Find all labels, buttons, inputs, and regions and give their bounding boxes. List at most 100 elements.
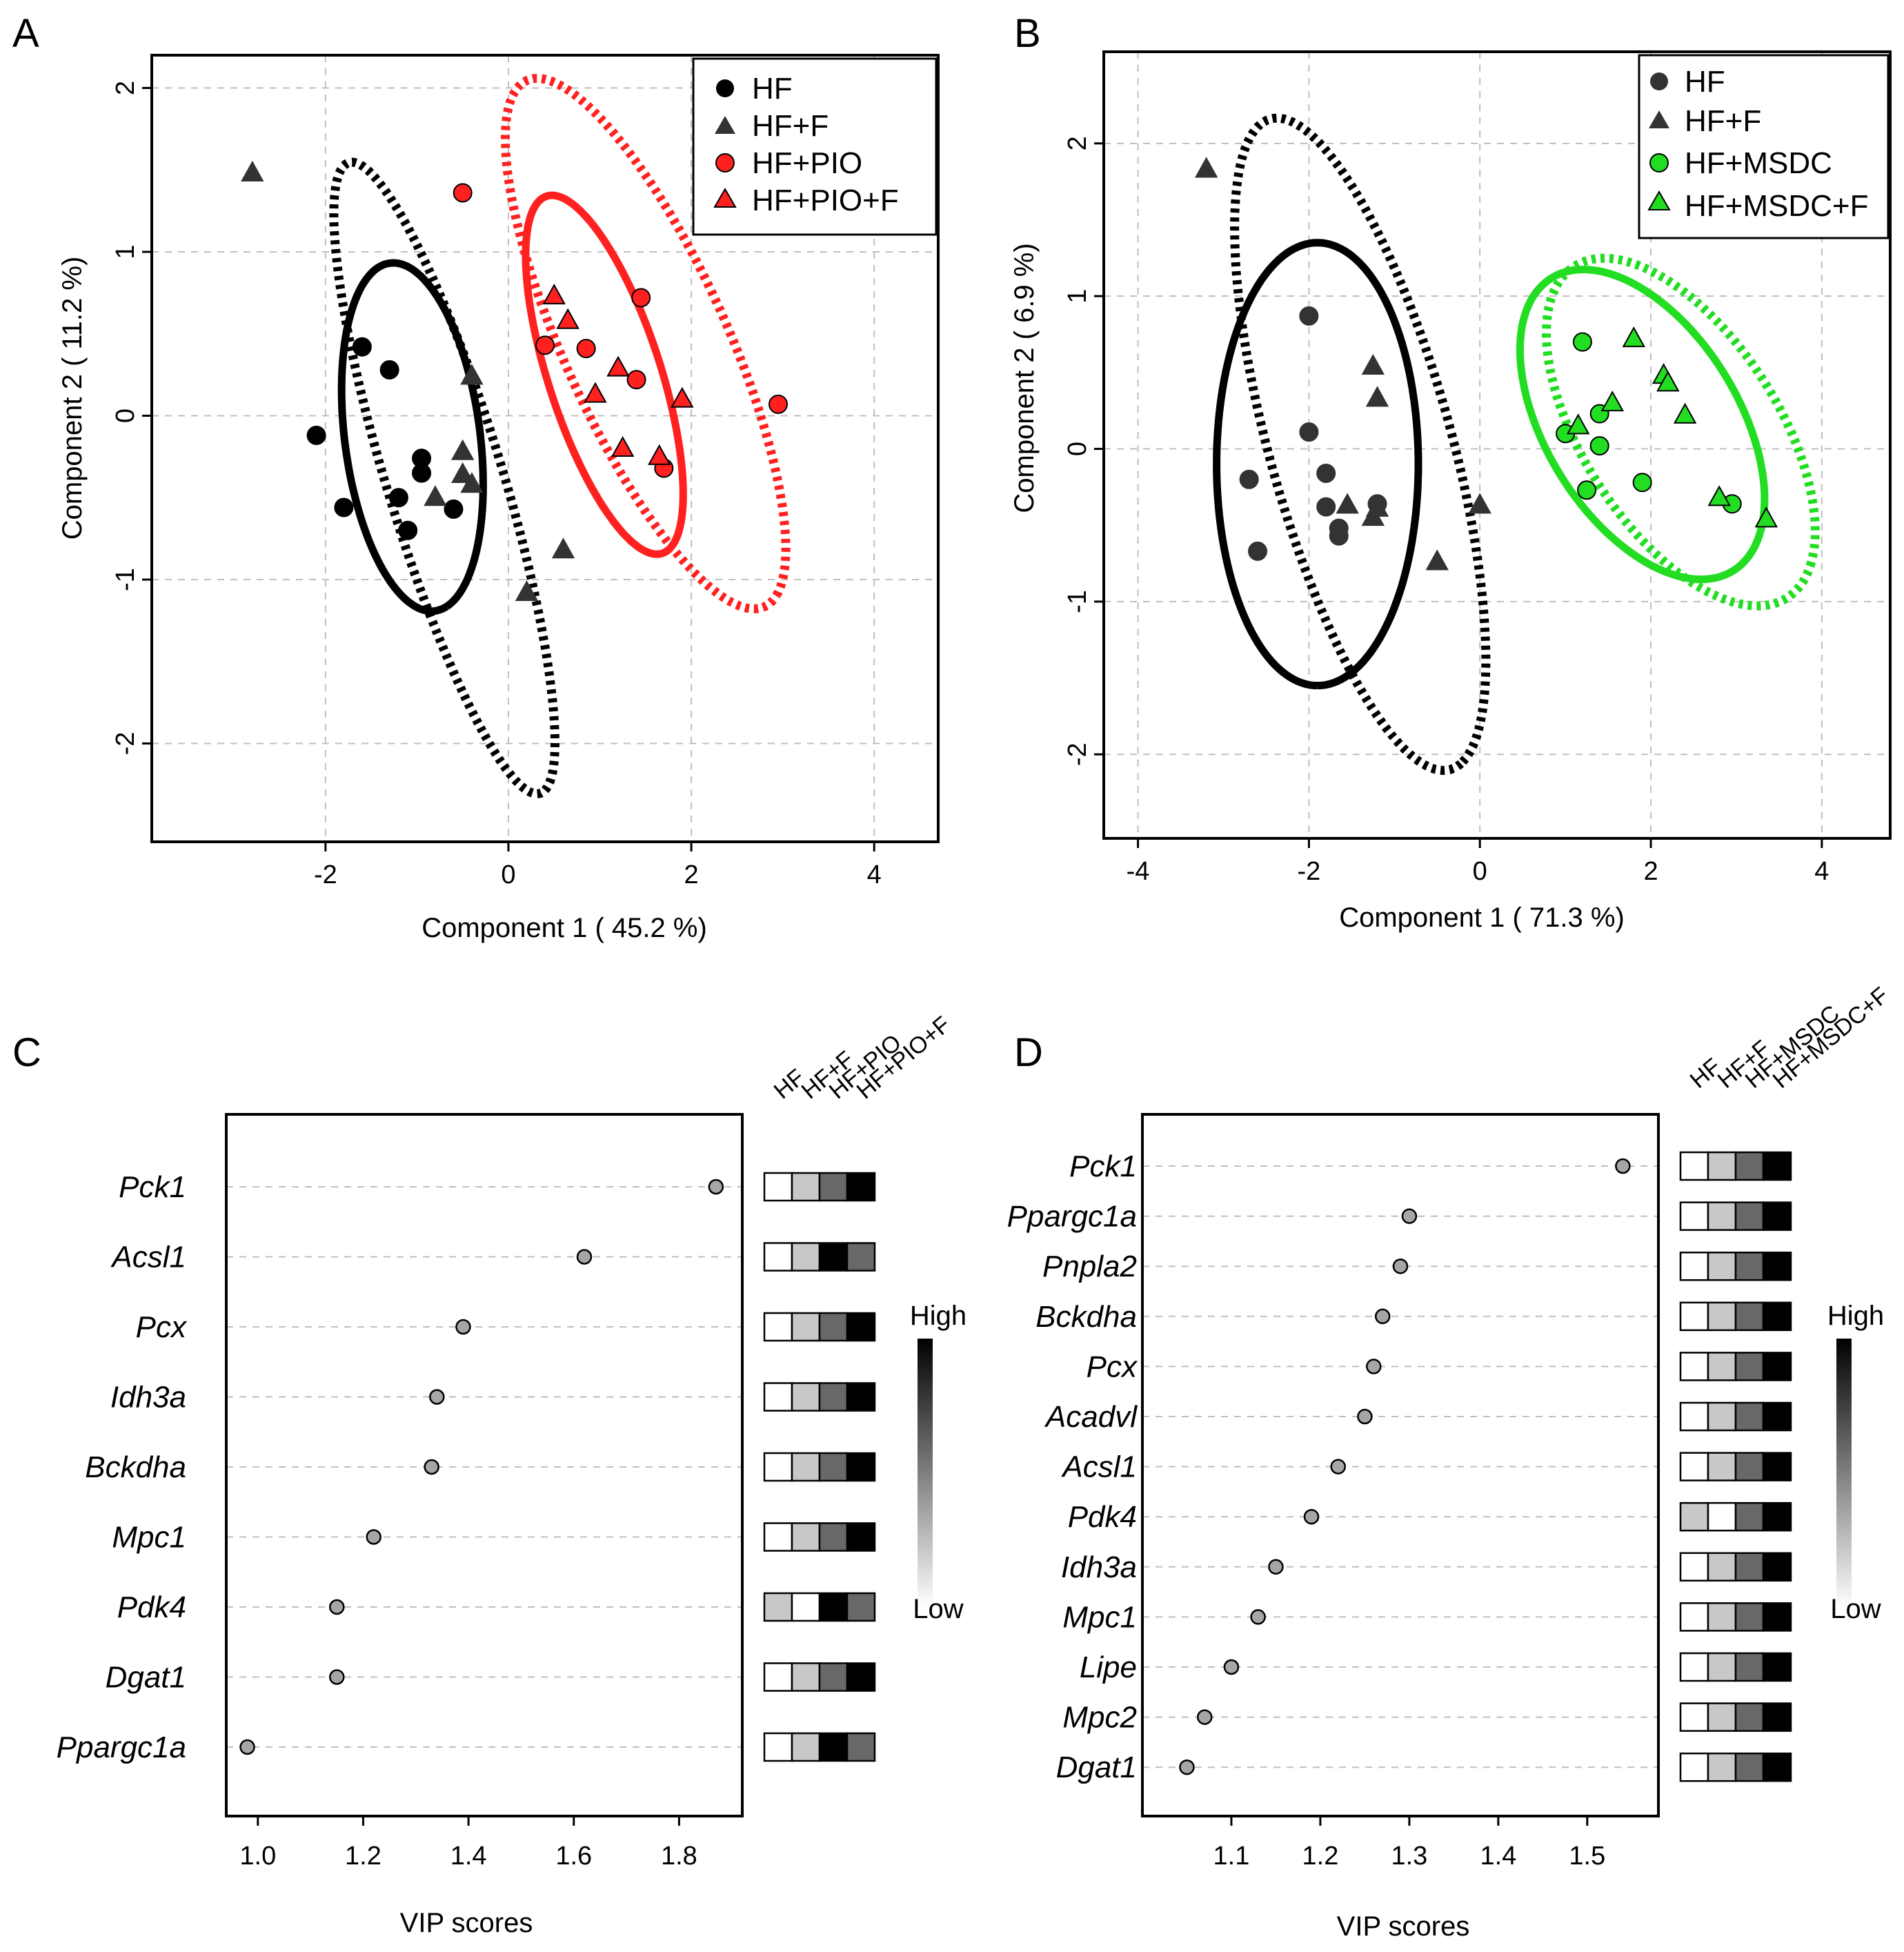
panel-c-scale-high: High [910,1301,966,1331]
point-hfpf [1361,353,1385,375]
tick-label-y: -2 [111,732,140,756]
tick-label-y: -1 [111,568,140,591]
panel-d-scale-bar [1836,1339,1852,1608]
heat-cell-mpc1-hfpmsdcpf [1762,1602,1792,1632]
heat-cell-acadvl-hfpmsdcpf [1762,1401,1792,1432]
vip-point-pcx [1366,1359,1382,1374]
panel-a-xlabel: Component 1 ( 45.2 %) [422,913,707,943]
tick-label-x: 1.6 [555,1842,592,1871]
tick-label-x: 1.2 [345,1842,381,1871]
vip-point-idh3a [429,1389,445,1405]
vip-point-pnpla2 [1392,1258,1409,1274]
point-hfpmsdc [1572,332,1592,352]
gene-label-lipe: Lipe [1080,1650,1137,1684]
gene-label-pdk4: Pdk4 [117,1590,186,1624]
point-hf [444,499,464,519]
heat-cell-ppargc1a-hfpmsdc [1734,1201,1765,1231]
vip-point-pdk4 [329,1599,345,1615]
vip-point-dgat1 [329,1669,345,1685]
gene-label-pcx: Pcx [136,1310,188,1344]
panel-a-scatter: -2 0 2 4 -2 -1 0 1 2 Component 1 ( 45.2 %) Compo… [57,54,940,943]
heat-cell-idh3a-hfpmsdcpf [1762,1552,1792,1582]
panel-d-scale-low: Low [1830,1594,1881,1624]
point-hfpmsdcpf [1567,413,1590,435]
heat-cell-dgat1-hfpf [1707,1752,1737,1782]
legend-b-hfmsdc-marker [1649,153,1669,172]
heat-cell-pdk4-hfpmsdcpf [1762,1501,1792,1532]
point-hfpmsdcpf [1622,326,1645,348]
ellipse-hfpmsdc [1516,266,1769,584]
point-hfpmsdc [1632,473,1652,493]
point-hfpf [515,580,539,601]
tick-label-x: 0 [1473,857,1487,886]
panel-d-scale-high: High [1827,1301,1884,1331]
point-hfppiopf [556,308,579,329]
heat-cell-acadvl-hf [1679,1401,1709,1432]
point-hf [379,360,399,379]
heat-cell-mpc2-hfpmsdcpf [1762,1702,1792,1732]
tick-label-x: 1.4 [1480,1842,1516,1871]
vip-point-acsl1 [576,1249,593,1265]
heat-cell-idh3a-hf [763,1382,793,1412]
legend-b-hf: HF [1685,65,1725,99]
heat-cell-acadvl-hfpf [1707,1401,1737,1432]
tick-label-x: 1.2 [1302,1842,1339,1871]
legend-a-hfpio-marker [715,153,735,172]
legend-a-hf-marker [716,79,734,97]
heat-cell-idh3a-hf [1679,1552,1709,1582]
heat-cell-pdk4-hfpf [791,1592,821,1622]
gene-label-acsl1: Acsl1 [1060,1450,1137,1484]
heat-cell-acsl1-hf [1679,1452,1709,1481]
vip-point-mpc1 [1250,1609,1266,1625]
heat-cell-idh3a-hfpf [791,1382,821,1412]
vip-point-dgat1 [1179,1759,1195,1775]
point-hfppio [626,370,646,390]
heat-cell-pcx-hfpf [1707,1352,1737,1381]
heat-cell-ppargc1a-hfpf [791,1732,821,1762]
heat-cell-dgat1-hfppiopf [846,1662,876,1692]
vip-point-ppargc1a [239,1739,255,1755]
heat-cell-idh3a-hfpmsdc [1734,1552,1765,1582]
point-hfppiopf [671,386,694,408]
gene-label-acsl1: Acsl1 [110,1241,186,1274]
tick-label-x: 1.8 [661,1842,697,1871]
legend-b-hff: HF+F [1685,104,1761,138]
gene-label-pck1: Pck1 [1069,1150,1137,1183]
legend-b-hfmsdc: HF+MSDC [1685,146,1832,180]
legend-b-hfmsdcf-marker [1647,190,1671,210]
gene-label-mpc2: Mpc2 [1062,1701,1137,1735]
heat-cell-mpc1-hfpmsdc [1734,1602,1765,1632]
point-hf [1329,526,1349,546]
heat-cell-pnpla2-hf [1679,1251,1709,1281]
panel-c-scale: High Low [910,1301,966,1624]
heat-cell-acsl1-hfppiopf [846,1242,876,1272]
point-hfpf [1365,386,1389,407]
point-hfpmsdc [1589,436,1609,456]
heat-cell-bckdha-hfpf [1707,1301,1737,1332]
heat-cell-pdk4-hfpmsdc [1734,1501,1765,1532]
panel-letter-b: B [1014,11,1041,56]
panel-d-ticks: 1.1 1.2 1.3 1.4 1.5 [1213,1816,1605,1871]
tick-label-x: 1.0 [239,1842,276,1871]
point-hfpmsdcpf [1656,371,1680,392]
panel-b-scatter: -4 -2 0 2 4 -2 -1 0 1 2 Component 1 ( 71.3 %) Com… [1009,50,1892,933]
panel-d-rows: Pck1 Ppargc1a Pnpla2 Bckdha Pcx Acadvl Acsl1 Pd… [1007,1150,1658,1784]
panel-a-ticks: -2 0 2 4 -2 -1 0 1 2 [111,81,882,889]
heat-cell-mpc1-hfpf [1707,1602,1737,1632]
heat-cell-pck1-hfppiopf [846,1172,876,1202]
point-hfpf [460,364,484,385]
heat-cell-pck1-hfpmsdc [1734,1151,1765,1181]
point-hfpmsdc [1577,480,1597,500]
tick-label-y: 0 [111,408,140,423]
ellipse-hfppiopf [522,191,687,558]
point-hfppiopf [584,382,607,403]
heat-cell-bckdha-hf [763,1452,793,1482]
vip-point-acsl1 [1330,1459,1346,1475]
legend-b-hff-marker [1649,110,1669,128]
heat-cell-lipe-hfpmsdcpf [1762,1652,1792,1682]
panel-d-frame [1141,1113,1660,1817]
heat-cell-ppargc1a-hfppiopf [846,1732,876,1762]
tick-label-y: 1 [111,244,140,259]
